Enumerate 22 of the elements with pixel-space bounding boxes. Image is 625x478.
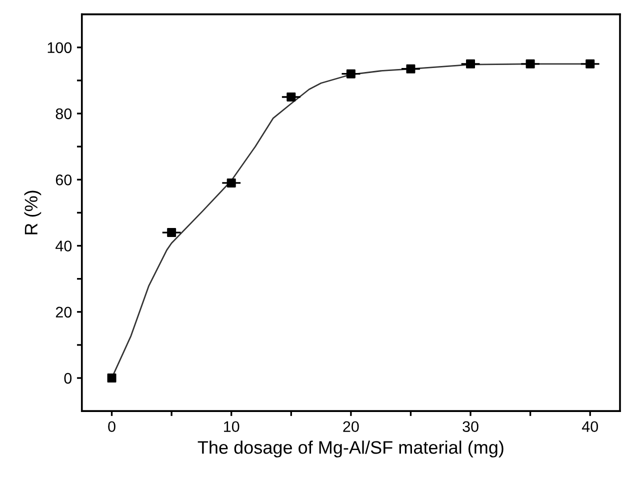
y-tick-label: 20 bbox=[56, 306, 72, 318]
y-tick-label: 80 bbox=[56, 108, 72, 120]
point bbox=[466, 59, 476, 68]
y-tick-label: 40 bbox=[56, 240, 72, 252]
y-tick-label: 60 bbox=[56, 174, 72, 186]
point bbox=[107, 374, 116, 383]
x-tick-label: 40 bbox=[582, 421, 598, 432]
point bbox=[346, 69, 356, 78]
x-tick-label: 30 bbox=[462, 421, 478, 432]
point bbox=[586, 59, 595, 68]
point bbox=[526, 59, 535, 68]
point bbox=[226, 178, 236, 188]
x-tick-label: 20 bbox=[343, 421, 359, 432]
y-tick-label: 100 bbox=[48, 42, 72, 54]
x-tick-label: 0 bbox=[108, 421, 116, 432]
x-axis-title: The dosage of Mg-Al/SF material (mg) bbox=[198, 440, 504, 458]
point bbox=[286, 92, 296, 102]
y-axis-title: R (%) bbox=[24, 190, 42, 234]
point bbox=[167, 228, 176, 238]
y-tick-label: 0 bbox=[64, 372, 72, 384]
x-tick-label: 10 bbox=[224, 421, 240, 432]
point bbox=[406, 64, 416, 74]
